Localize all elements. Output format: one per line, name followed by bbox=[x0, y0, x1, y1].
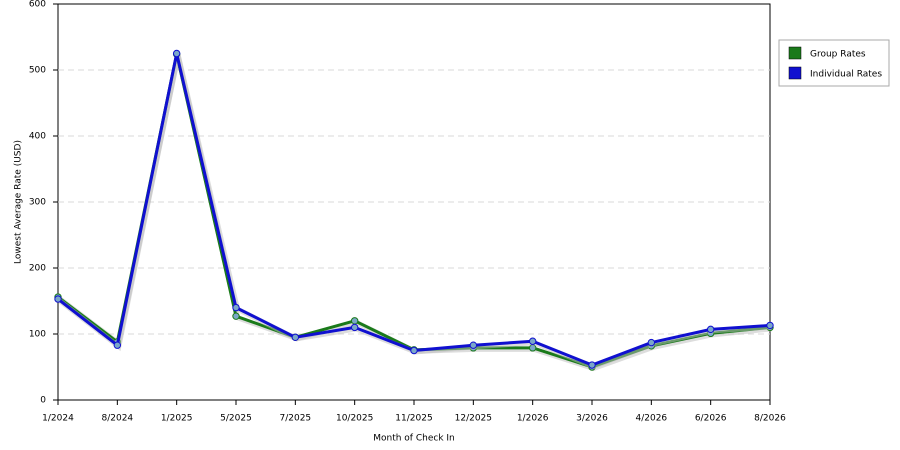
point bbox=[350, 323, 359, 332]
legend-label: Individual Rates bbox=[810, 70, 882, 80]
point bbox=[706, 325, 715, 334]
x-axis-label: Month of Check In bbox=[373, 434, 455, 444]
point bbox=[350, 317, 359, 325]
y-tick-label: 400 bbox=[29, 132, 46, 142]
point bbox=[232, 312, 240, 320]
x-tick-label: 11/2025 bbox=[395, 414, 432, 424]
y-tick-label: 600 bbox=[29, 0, 46, 10]
point bbox=[113, 341, 122, 349]
x-tick-label: 7/2025 bbox=[279, 414, 311, 424]
x-tick-label: 6/2026 bbox=[695, 414, 727, 424]
point bbox=[766, 321, 774, 330]
legend-swatch bbox=[788, 66, 802, 80]
y-tick-label: 200 bbox=[29, 264, 46, 274]
x-tick-label: 8/2024 bbox=[101, 414, 133, 424]
point bbox=[410, 346, 418, 355]
x-tick-label: 5/2025 bbox=[220, 414, 252, 424]
x-tick-label: 1/2025 bbox=[161, 414, 193, 424]
x-tick-label: 12/2025 bbox=[455, 414, 492, 424]
y-axis-label: Lowest Average Rate (USD) bbox=[14, 140, 24, 264]
legend-label: Group Rates bbox=[810, 50, 866, 60]
y-tick-label: 500 bbox=[29, 66, 46, 76]
x-tick-label: 1/2024 bbox=[42, 414, 74, 424]
y-tick-label: 300 bbox=[29, 198, 46, 208]
y-tick-label: 100 bbox=[29, 330, 46, 340]
x-tick-label: 3/2026 bbox=[576, 414, 608, 424]
point bbox=[232, 303, 240, 312]
series-line bbox=[57, 52, 771, 367]
x-tick-label: 4/2026 bbox=[635, 414, 667, 424]
series-line bbox=[57, 52, 771, 369]
point bbox=[54, 295, 62, 303]
x-tick-label: 8/2026 bbox=[754, 414, 786, 424]
point bbox=[528, 337, 537, 345]
point bbox=[291, 333, 300, 341]
x-tick-label: 1/2026 bbox=[517, 414, 549, 424]
legend-swatch bbox=[788, 46, 802, 60]
point bbox=[172, 49, 181, 58]
point bbox=[469, 341, 478, 349]
point bbox=[588, 361, 596, 369]
x-tick-label: 10/2025 bbox=[336, 414, 373, 424]
y-tick-label: 0 bbox=[40, 396, 46, 406]
point bbox=[647, 338, 656, 347]
